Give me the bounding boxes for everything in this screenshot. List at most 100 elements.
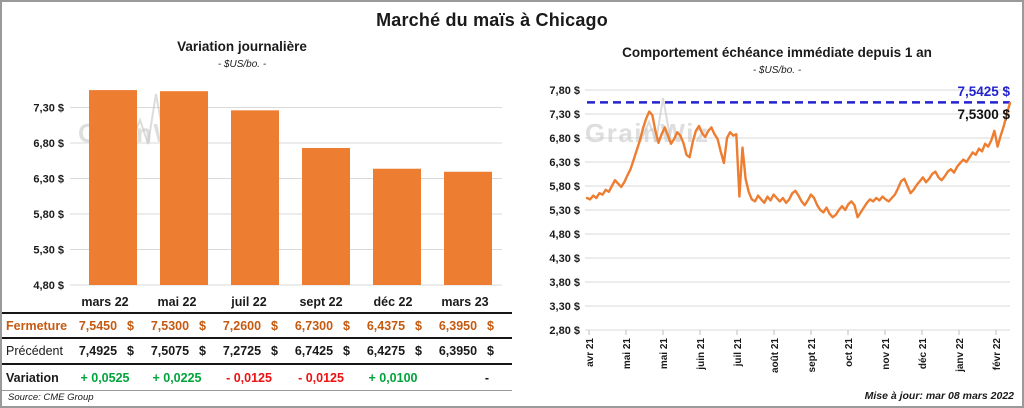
currency-sign: $ (271, 344, 278, 358)
value-cell: 6,7425 $ (285, 344, 357, 358)
bar-chart-title: Variation journalière (177, 39, 307, 54)
table-row-variation: Variation + 0,0525 + 0,0225 - 0,0125 - 0,012… (2, 365, 512, 391)
currency-sign: $ (487, 318, 494, 333)
y-tick-label: 3,80 $ (549, 277, 580, 289)
table-header-row: mars 22 mai 22 juil 22 sept 22 déc 22 mars 23 (2, 291, 512, 314)
x-tick-label: févr 22 (992, 338, 1003, 371)
y-tick-label: 6,80 $ (549, 133, 580, 145)
y-tick-label: 7,80 $ (549, 85, 580, 97)
value-cell: 6,4275 $ (357, 344, 429, 358)
value-cell: 7,5075 $ (141, 344, 213, 358)
bar-mai 22 (160, 91, 208, 285)
y-tick-label: 5,80 $ (549, 181, 580, 193)
value-number: 6,7300 (294, 318, 334, 333)
value-number: 7,4925 (78, 344, 118, 358)
col-header: mars 22 (81, 294, 129, 309)
x-tick-label: janv 22 (955, 338, 966, 373)
currency-sign: $ (199, 318, 206, 333)
max-price-label: 7,5425 $ (957, 84, 1010, 99)
col-header: déc 22 (373, 294, 413, 309)
y-tick-label: 6,30 $ (549, 157, 580, 169)
x-tick-label: juil 21 (733, 338, 744, 368)
table-row-précédent: Précédent 7,4925 $7,5075 $7,2725 $6,7425 $6,4… (2, 339, 512, 365)
page-title: Marché du maïs à Chicago (376, 10, 608, 30)
col-header: mai 22 (157, 294, 197, 309)
x-tick-label: juin 21 (696, 338, 707, 371)
value-cell: 6,3950 $ (429, 319, 501, 333)
value-number: 7,5300 (150, 318, 190, 333)
x-tick-label: avr 21 (585, 338, 596, 367)
y-tick-label: 2,80 $ (549, 325, 580, 337)
bar-mars 23 (444, 171, 492, 285)
value-number: 7,2725 (222, 344, 262, 358)
line-chart-subtitle: - $US/bo. - (752, 65, 802, 76)
x-tick-label: oct 21 (844, 338, 855, 367)
value-number: 7,5075 (150, 344, 190, 358)
y-tick-label: 7,30 $ (33, 103, 64, 115)
value-number: 7,2600 (222, 318, 262, 333)
value-cell: 7,5450 $ (69, 319, 141, 333)
bar-mars 22 (89, 90, 137, 285)
y-tick-label: 6,30 $ (33, 174, 64, 186)
line-chart-title: Comportement échéance immédiate depuis 1… (622, 45, 932, 60)
currency-sign: $ (127, 318, 134, 333)
currency-sign: $ (415, 318, 422, 333)
y-tick-label: 3,30 $ (549, 301, 580, 313)
x-tick-label: sept 21 (807, 338, 818, 373)
variation-cell: + 0,0525 (80, 370, 130, 385)
price-table: mars 22 mai 22 juil 22 sept 22 déc 22 mars 23… (2, 291, 512, 391)
y-tick-label: 7,30 $ (549, 109, 580, 121)
value-cell: 6,3950 $ (429, 344, 501, 358)
currency-sign: $ (271, 318, 278, 333)
x-tick-label: déc 21 (918, 338, 929, 370)
currency-sign: $ (127, 344, 134, 358)
variation-cell: - (484, 370, 489, 385)
x-tick-label: mai 21 (622, 338, 633, 370)
value-number: 6,4375 (366, 318, 406, 333)
y-tick-label: 4,30 $ (549, 253, 580, 265)
value-cell: 7,4925 $ (69, 344, 141, 358)
bar-déc 22 (373, 168, 421, 285)
variation-cell: - 0,0125 (298, 370, 344, 385)
watermark-zigzag (639, 97, 672, 143)
bar-chart-subtitle: - $US/bo. - (217, 59, 267, 70)
value-number: 6,4275 (366, 344, 406, 358)
x-tick-label: août 21 (770, 338, 781, 373)
currency-sign: $ (343, 344, 350, 358)
watermark-text: GrainWiz (585, 118, 709, 148)
col-header: juil 22 (231, 294, 267, 309)
variation-cell: + 0,0100 (368, 370, 418, 385)
value-cell: 7,5300 $ (141, 319, 213, 333)
variation-cell: - 0,0125 (226, 370, 272, 385)
y-tick-label: 5,30 $ (549, 205, 580, 217)
bar-sept 22 (302, 147, 350, 285)
source-note: Source: CME Group (8, 392, 94, 403)
y-tick-label: 4,80 $ (33, 280, 64, 292)
value-number: 6,3950 (438, 344, 478, 358)
value-number: 6,7425 (294, 344, 334, 358)
price-line (585, 101, 1012, 219)
value-number: 6,3950 (438, 318, 478, 333)
y-tick-label: 5,80 $ (33, 209, 64, 221)
value-cell: 6,4375 $ (357, 319, 429, 333)
row-label: Précédent (6, 344, 63, 358)
value-cell: 7,2725 $ (213, 344, 285, 358)
currency-sign: $ (199, 344, 206, 358)
variation-cell: + 0,0225 (152, 370, 202, 385)
last-price-label: 7,5300 $ (957, 107, 1010, 122)
currency-sign: $ (343, 318, 350, 333)
table-row-fermeture: Fermeture 7,5450 $ 7,5300 $7,2600 $6,7300 $6,4… (2, 314, 512, 339)
row-label: Variation (6, 370, 59, 385)
value-cell: 6,7300 $ (285, 319, 357, 333)
x-tick-label: mai 21 (659, 338, 670, 370)
y-tick-label: 4,80 $ (549, 229, 580, 241)
bar-juil 22 (231, 110, 279, 285)
currency-sign: $ (487, 344, 494, 358)
col-header: sept 22 (299, 294, 343, 309)
col-header: mars 23 (441, 294, 489, 309)
value-cell: 7,2600 $ (213, 319, 285, 333)
row-label: Fermeture (6, 318, 68, 333)
y-tick-label: 5,30 $ (33, 245, 64, 257)
